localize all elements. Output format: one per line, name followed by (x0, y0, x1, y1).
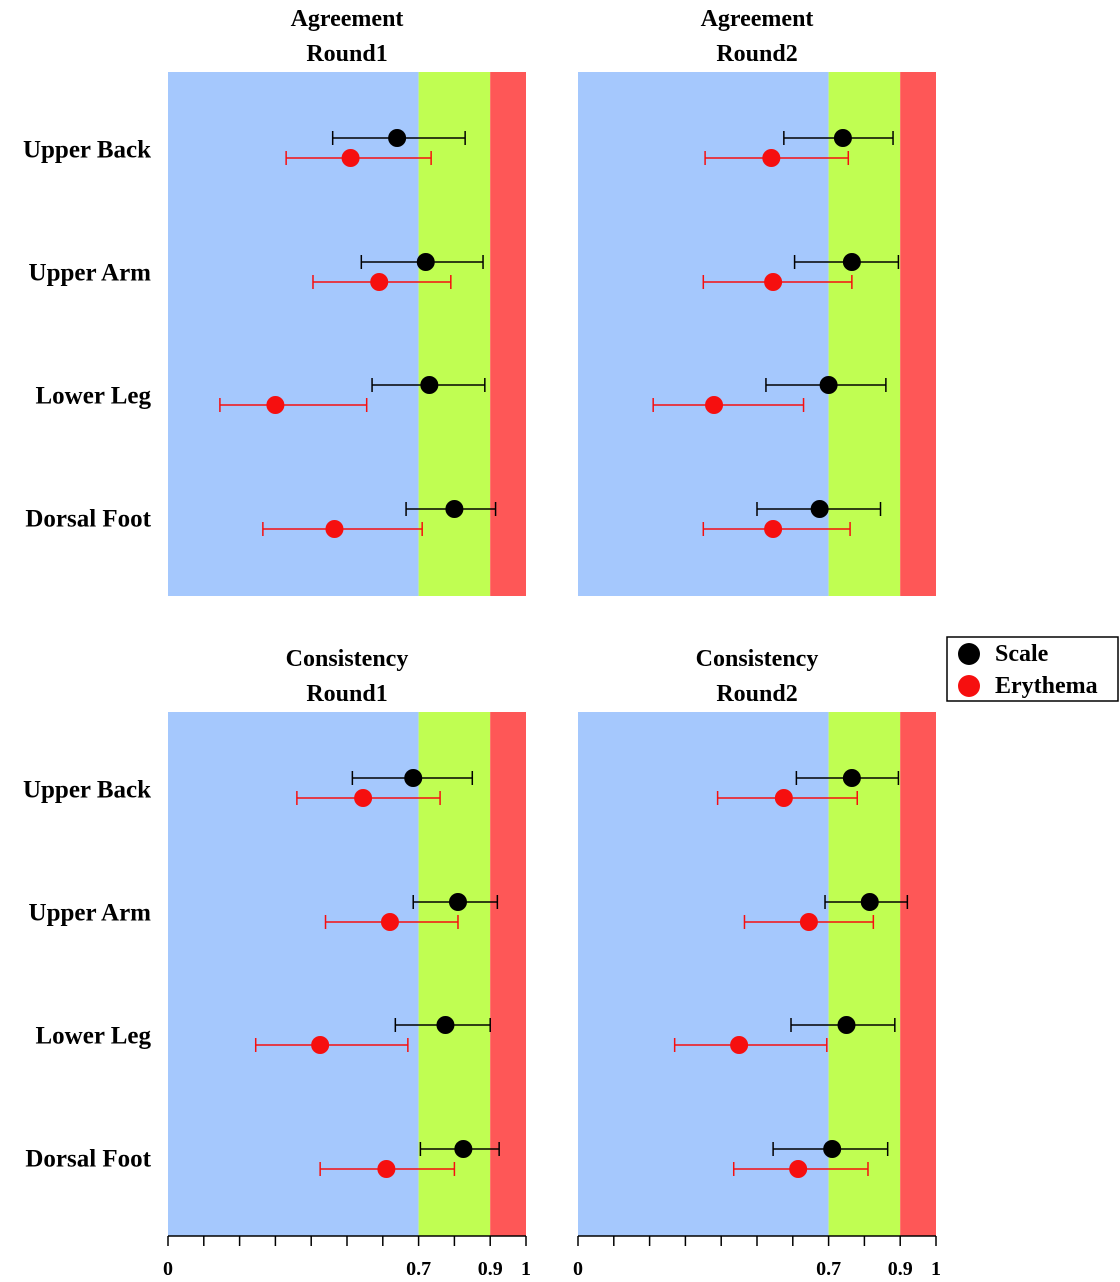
x-tick-label: 0.9 (478, 1258, 503, 1280)
band-1-panel-1 (828, 72, 901, 596)
band-2-panel-0 (490, 72, 526, 596)
point-erythema (789, 1160, 808, 1178)
point-scale (810, 500, 829, 518)
band-2-panel-1 (900, 72, 936, 596)
point-scale (842, 253, 861, 271)
point-scale (833, 129, 852, 147)
x-tick-label: 1 (521, 1258, 531, 1280)
panel-title-line-0: Agreement (701, 6, 814, 32)
point-scale (388, 129, 407, 147)
band-2-panel-3 (900, 712, 936, 1236)
point-erythema (730, 1036, 749, 1054)
point-erythema (341, 149, 360, 167)
category-label: Upper Arm (29, 900, 152, 927)
point-erythema (705, 396, 724, 414)
point-erythema (311, 1036, 330, 1054)
point-scale (823, 1140, 842, 1158)
point-scale (860, 893, 879, 911)
category-label: Upper Back (23, 137, 151, 164)
panel-title-line-0: Consistency (696, 646, 819, 672)
panel-title-line-1: Round1 (306, 681, 387, 707)
point-erythema (774, 789, 793, 807)
band-0-panel-0 (168, 72, 419, 596)
panel-title-line-0: Agreement (291, 6, 404, 32)
x-tick-label: 0.7 (406, 1258, 431, 1280)
point-erythema (377, 1160, 396, 1178)
point-scale (445, 500, 464, 518)
point-scale (420, 376, 439, 394)
point-scale (448, 893, 467, 911)
legend-marker-scale (958, 643, 980, 665)
x-tick-label: 0.7 (816, 1258, 841, 1280)
point-erythema (266, 396, 285, 414)
point-erythema (380, 913, 399, 931)
x-tick-label: 0 (163, 1258, 173, 1280)
band-0-panel-3 (578, 712, 829, 1236)
x-tick-label: 0.9 (888, 1258, 913, 1280)
point-erythema (762, 149, 781, 167)
point-erythema (354, 789, 373, 807)
legend-label: Erythema (995, 673, 1098, 699)
panel-title-line-0: Consistency (286, 646, 409, 672)
x-tick-label: 0 (573, 1258, 583, 1280)
category-label: Lower Leg (36, 383, 152, 410)
point-scale (837, 1016, 856, 1034)
point-scale (404, 769, 423, 787)
point-erythema (764, 273, 783, 291)
band-1-panel-3 (828, 712, 901, 1236)
category-label: Upper Arm (29, 260, 152, 287)
category-label: Upper Back (23, 777, 151, 804)
legend-marker-erythema (958, 675, 980, 697)
category-label: Dorsal Foot (25, 1146, 151, 1173)
point-erythema (370, 273, 389, 291)
category-label: Lower Leg (36, 1023, 152, 1050)
point-erythema (764, 520, 783, 538)
point-scale (436, 1016, 455, 1034)
panel-title-line-1: Round2 (716, 41, 797, 67)
x-tick-label: 1 (931, 1258, 941, 1280)
band-0-panel-1 (578, 72, 829, 596)
panel-title-line-1: Round2 (716, 681, 797, 707)
category-label: Dorsal Foot (25, 506, 151, 533)
band-0-panel-2 (168, 712, 419, 1236)
point-scale (819, 376, 838, 394)
point-scale (454, 1140, 473, 1158)
band-1-panel-2 (418, 712, 491, 1236)
panel-title-line-1: Round1 (306, 41, 387, 67)
band-2-panel-2 (490, 712, 526, 1236)
point-erythema (325, 520, 344, 538)
point-scale (416, 253, 435, 271)
point-erythema (799, 913, 818, 931)
legend-label: Scale (995, 641, 1049, 667)
point-scale (842, 769, 861, 787)
